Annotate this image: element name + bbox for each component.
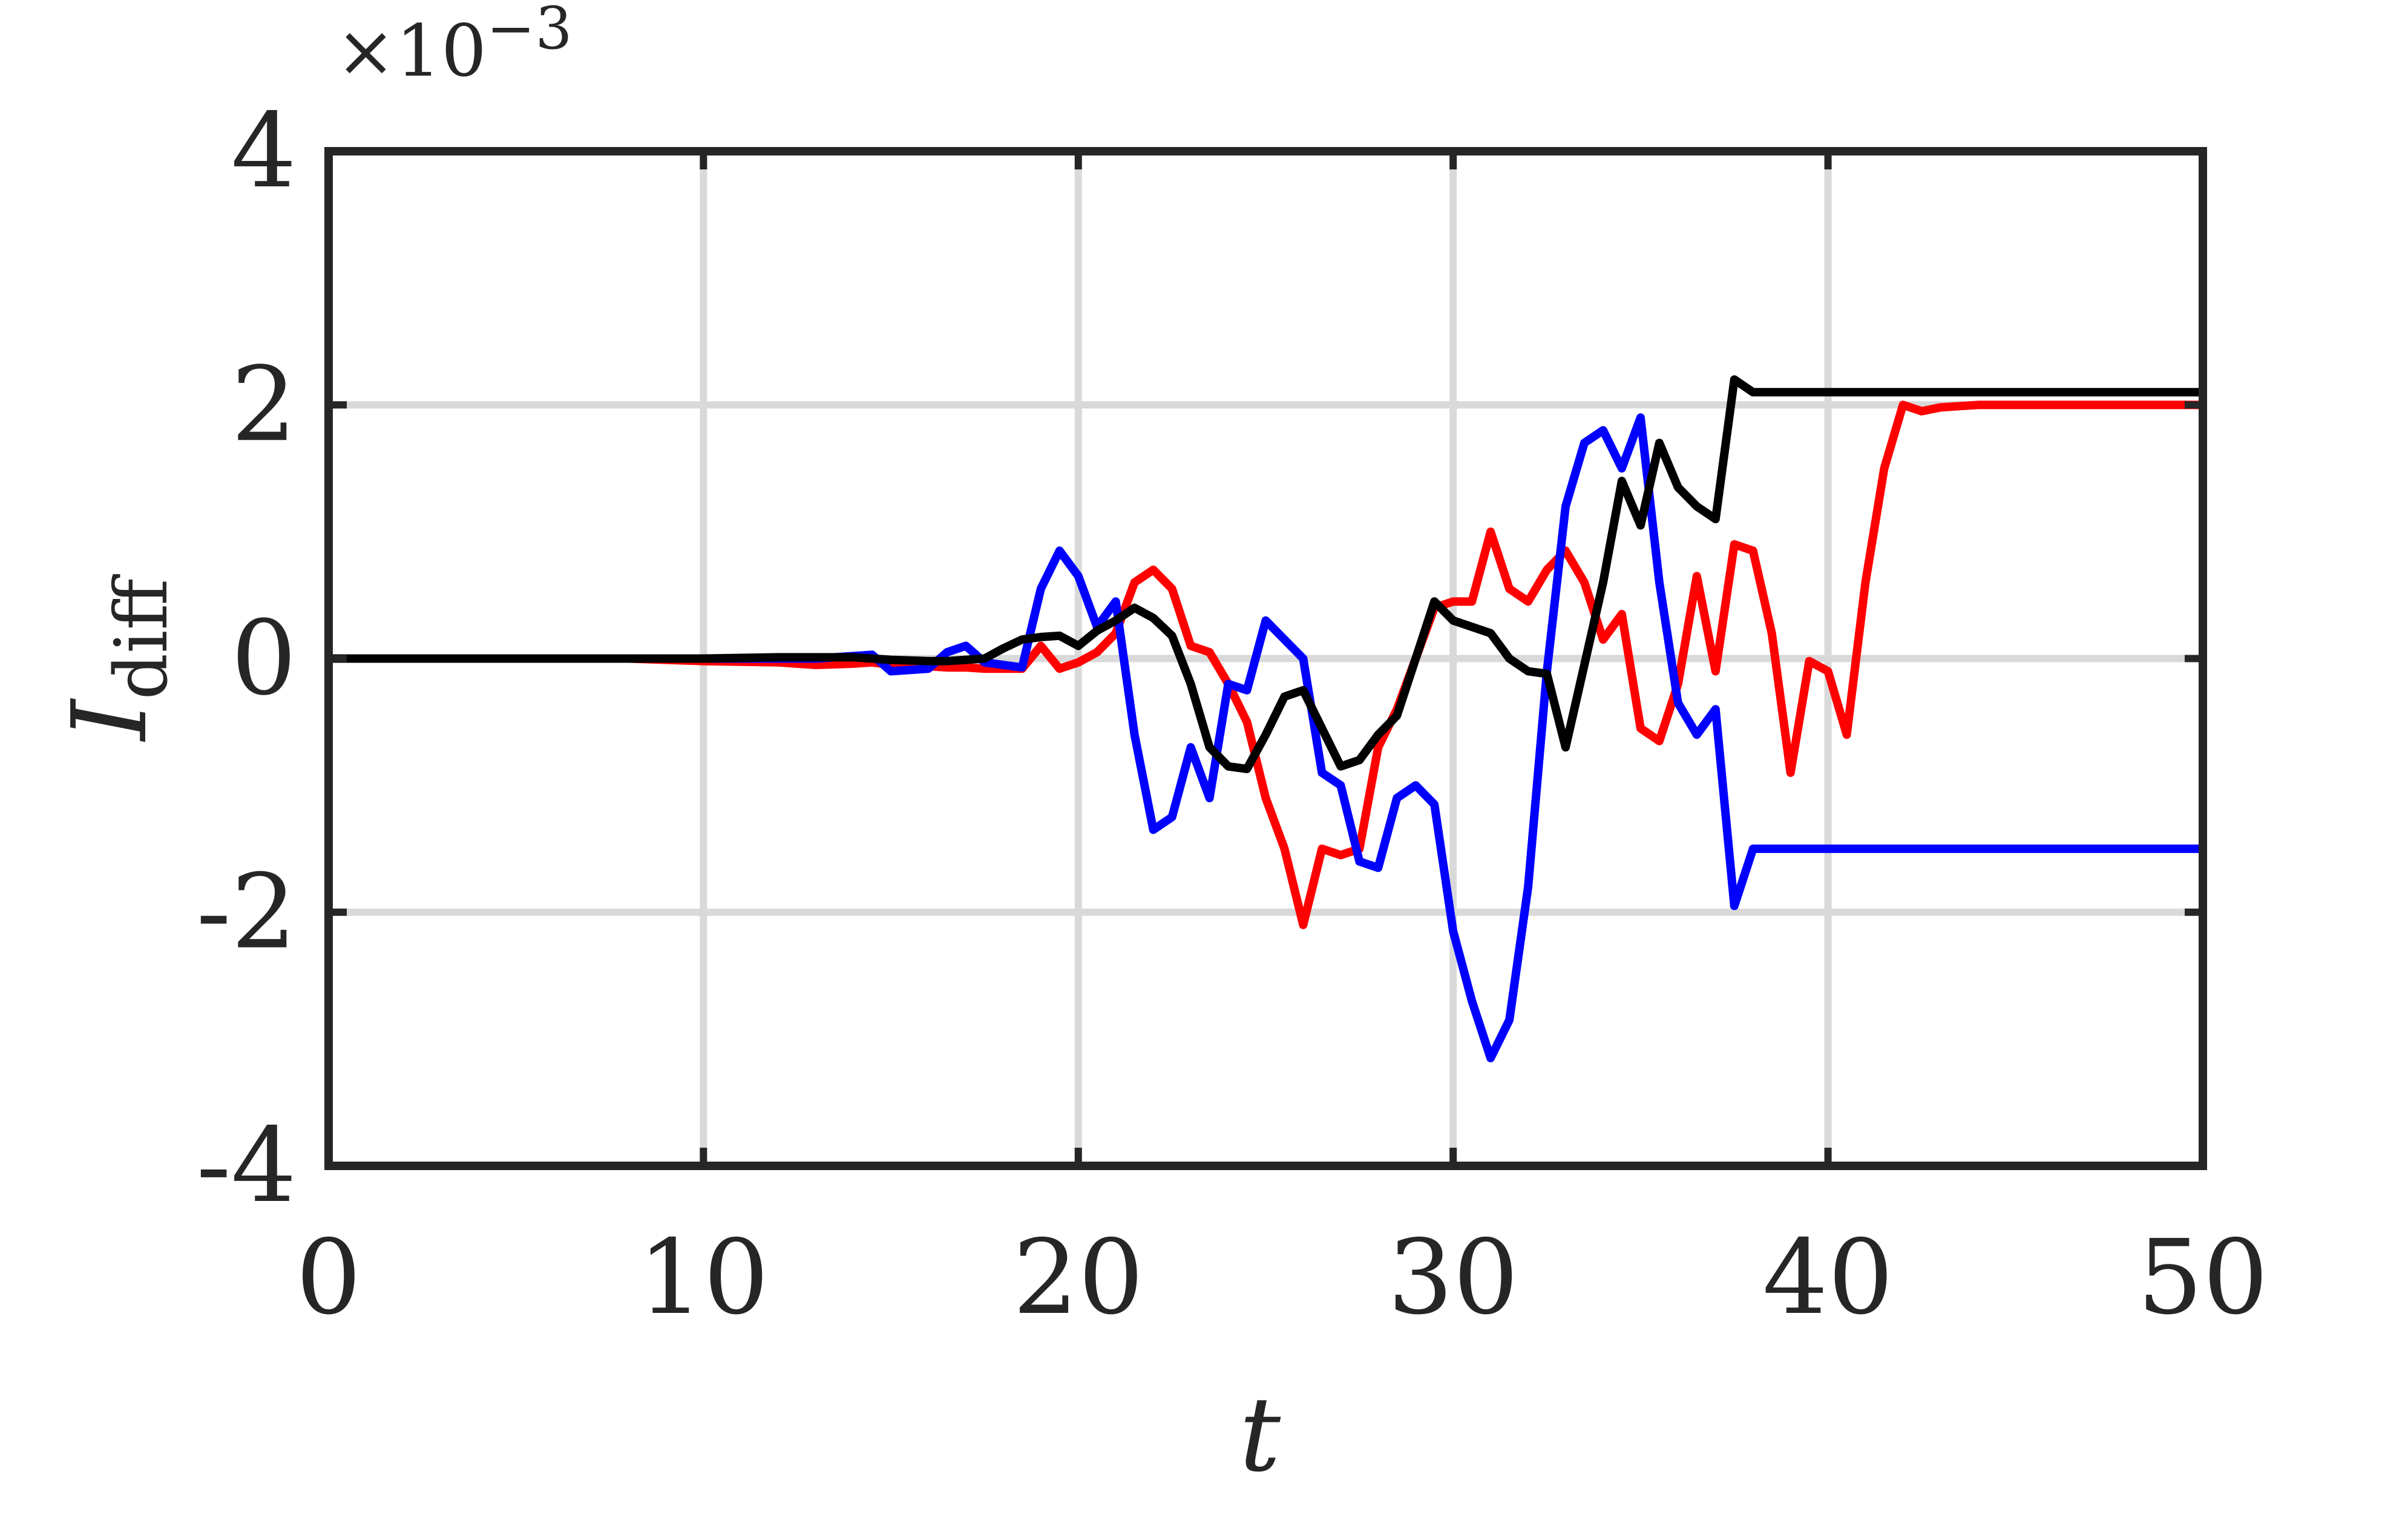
- y-exponent-power: −3: [487, 0, 572, 62]
- y-tick-label: -2: [196, 852, 297, 972]
- series-group: [329, 375, 2203, 1062]
- x-tick-label: 30: [1388, 1218, 1518, 1338]
- y-axis-label-main: I: [50, 698, 170, 742]
- blue-series-line: [329, 413, 2203, 1062]
- svg-text:×10−3: ×10−3: [336, 0, 572, 93]
- y-axis-label-subscript: diff: [100, 574, 184, 699]
- x-tick-label: 40: [1762, 1218, 1893, 1338]
- x-tick-label: 0: [296, 1218, 361, 1338]
- x-axis-label: t: [1239, 1375, 1281, 1495]
- y-tick-label: 4: [231, 91, 297, 211]
- y-exponent-label: ×10−3: [336, 0, 572, 93]
- x-tick-label: 50: [2137, 1218, 2268, 1338]
- y-exponent-base: ×10: [336, 9, 487, 93]
- y-tick-label: -4: [196, 1106, 297, 1226]
- y-axis-label: Idiff: [50, 574, 184, 742]
- tick-labels: 0 10 20 30 40 50 -4 -2 0 2 4: [196, 91, 2268, 1338]
- y-tick-label: 0: [231, 599, 297, 719]
- black-series-line: [329, 375, 2203, 773]
- tick-marks: [325, 148, 2206, 1169]
- x-tick-label: 20: [1013, 1218, 1144, 1338]
- svg-text:Idiff: Idiff: [50, 574, 184, 742]
- x-tick-label: 10: [638, 1218, 769, 1338]
- y-tick-label: 2: [231, 345, 297, 465]
- red-series-line: [329, 401, 2203, 929]
